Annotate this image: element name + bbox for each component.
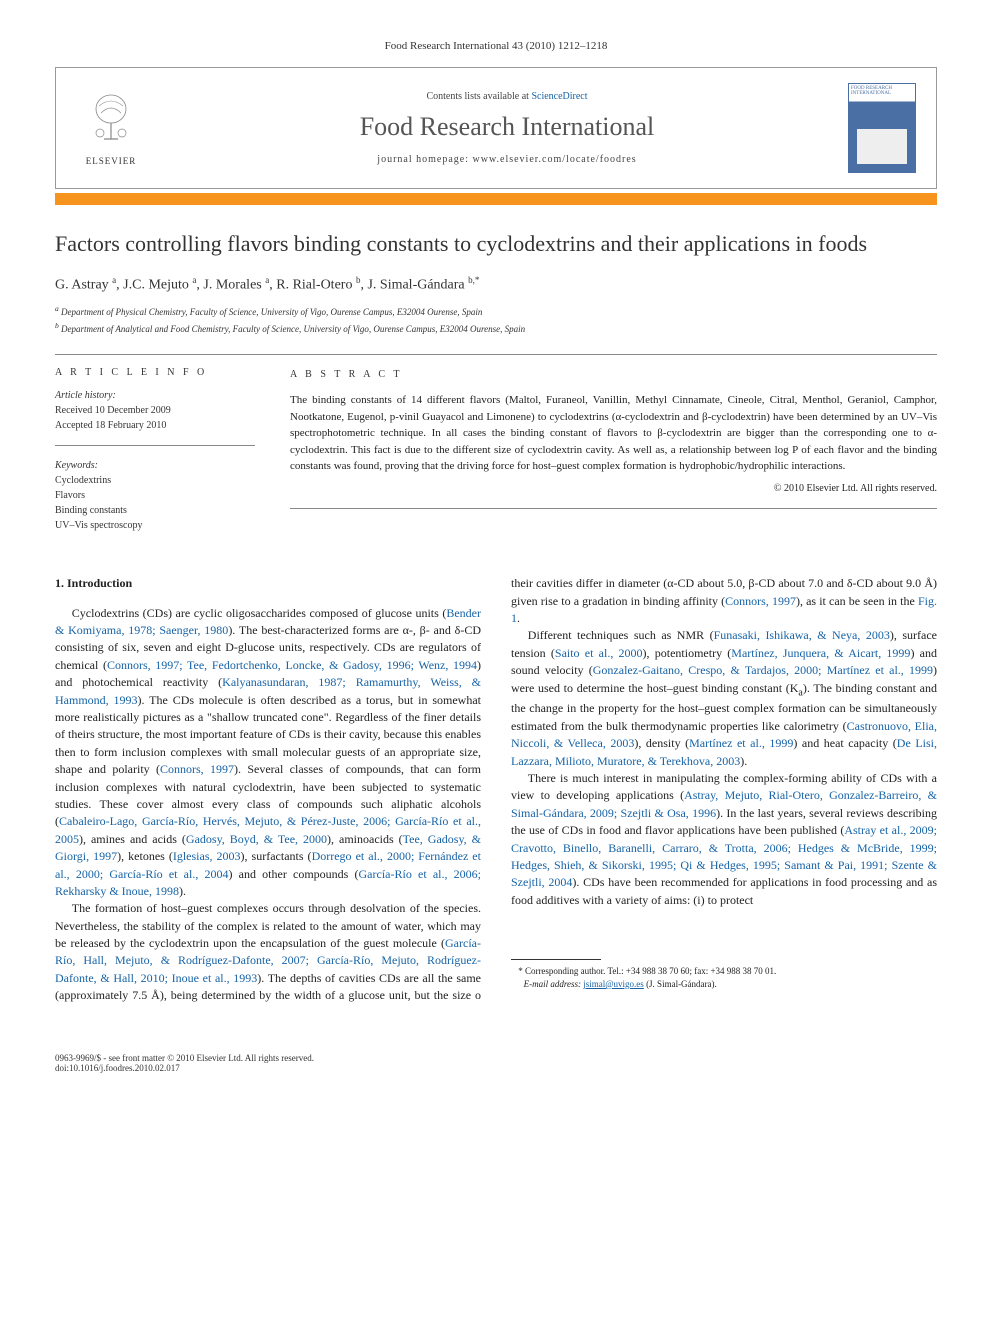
citation-link[interactable]: Gadosy, Boyd, & Tee, 2000	[186, 832, 327, 846]
keyword: UV–Vis spectroscopy	[55, 518, 255, 533]
keywords-label: Keywords:	[55, 458, 255, 473]
article-title: Factors controlling flavors binding cons…	[55, 230, 937, 259]
elsevier-logo: ELSEVIER	[76, 88, 146, 168]
received-date: Received 10 December 2009	[55, 403, 255, 418]
journal-header: ELSEVIER Contents lists available at Sci…	[55, 67, 937, 189]
corr-author-line: * Corresponding author. Tel.: +34 988 38…	[511, 965, 937, 978]
corresponding-author-footnote: * Corresponding author. Tel.: +34 988 38…	[511, 965, 937, 990]
keyword: Flavors	[55, 488, 255, 503]
abstract-block: A B S T R A C T The binding constants of…	[270, 355, 937, 545]
author-list: G. Astray a, J.C. Mejuto a, J. Morales a…	[55, 275, 937, 294]
keyword: Binding constants	[55, 503, 255, 518]
citation-link[interactable]: Connors, 1997; Tee, Fedortchenko, Loncke…	[107, 658, 477, 672]
running-head: Food Research International 43 (2010) 12…	[55, 40, 937, 52]
citation-link[interactable]: Connors, 1997	[160, 762, 234, 776]
citation-link[interactable]: Martínez, Junquera, & Aicart, 1999	[731, 646, 910, 660]
doi-line: doi:10.1016/j.foodres.2010.02.017	[55, 1063, 314, 1073]
accepted-date: Accepted 18 February 2010	[55, 418, 255, 433]
email-person: (J. Simal-Gándara).	[646, 979, 717, 989]
section-heading-intro: 1. Introduction	[55, 575, 481, 592]
elsevier-wordmark: ELSEVIER	[86, 156, 137, 166]
citation-link[interactable]: Funasaki, Ishikawa, & Neya, 2003	[714, 628, 890, 642]
footnote-separator	[511, 959, 601, 960]
journal-name: Food Research International	[166, 112, 848, 142]
citation-link[interactable]: Connors, 1997	[725, 594, 796, 608]
journal-homepage: journal homepage: www.elsevier.com/locat…	[166, 154, 848, 165]
corr-email-link[interactable]: jsimal@uvigo.es	[583, 979, 644, 989]
history-label: Article history:	[55, 388, 255, 403]
journal-cover-thumbnail: FOOD RESEARCH INTERNATIONAL	[848, 83, 916, 173]
article-body: 1. Introduction Cyclodextrins (CDs) are …	[55, 575, 937, 1004]
body-paragraph: There is much interest in manipulating t…	[511, 770, 937, 909]
affiliation-b: b Department of Analytical and Food Chem…	[55, 320, 937, 337]
cover-label: FOOD RESEARCH INTERNATIONAL	[851, 86, 892, 96]
citation-link[interactable]: Saito et al., 2000	[555, 646, 643, 660]
citation-link[interactable]: Martínez et al., 1999	[689, 736, 793, 750]
front-matter-line: 0963-9969/$ - see front matter © 2010 El…	[55, 1053, 314, 1063]
abstract-heading: A B S T R A C T	[290, 367, 937, 382]
email-label: E-mail address:	[524, 979, 581, 989]
contents-prefix: Contents lists available at	[426, 91, 531, 102]
abstract-copyright: © 2010 Elsevier Ltd. All rights reserved…	[290, 481, 937, 496]
orange-divider-bar	[55, 193, 937, 205]
keyword: Cyclodextrins	[55, 473, 255, 488]
sciencedirect-link[interactable]: ScienceDirect	[531, 91, 587, 102]
contents-available-line: Contents lists available at ScienceDirec…	[166, 91, 848, 102]
page-footer: 0963-9969/$ - see front matter © 2010 El…	[0, 1053, 992, 1093]
body-paragraph: Cyclodextrins (CDs) are cyclic oligosacc…	[55, 605, 481, 901]
affiliation-a: a Department of Physical Chemistry, Facu…	[55, 303, 937, 320]
affiliations: a Department of Physical Chemistry, Facu…	[55, 303, 937, 336]
citation-link[interactable]: Gonzalez-Gaitano, Crespo, & Tardajos, 20…	[593, 663, 933, 677]
body-paragraph: Different techniques such as NMR (Funasa…	[511, 627, 937, 770]
elsevier-tree-icon	[84, 91, 139, 153]
article-info-block: A R T I C L E I N F O Article history: R…	[55, 355, 270, 545]
article-info-heading: A R T I C L E I N F O	[55, 367, 255, 378]
citation-link[interactable]: Iglesias, 2003	[173, 849, 241, 863]
abstract-text: The binding constants of 14 different fl…	[290, 392, 937, 475]
